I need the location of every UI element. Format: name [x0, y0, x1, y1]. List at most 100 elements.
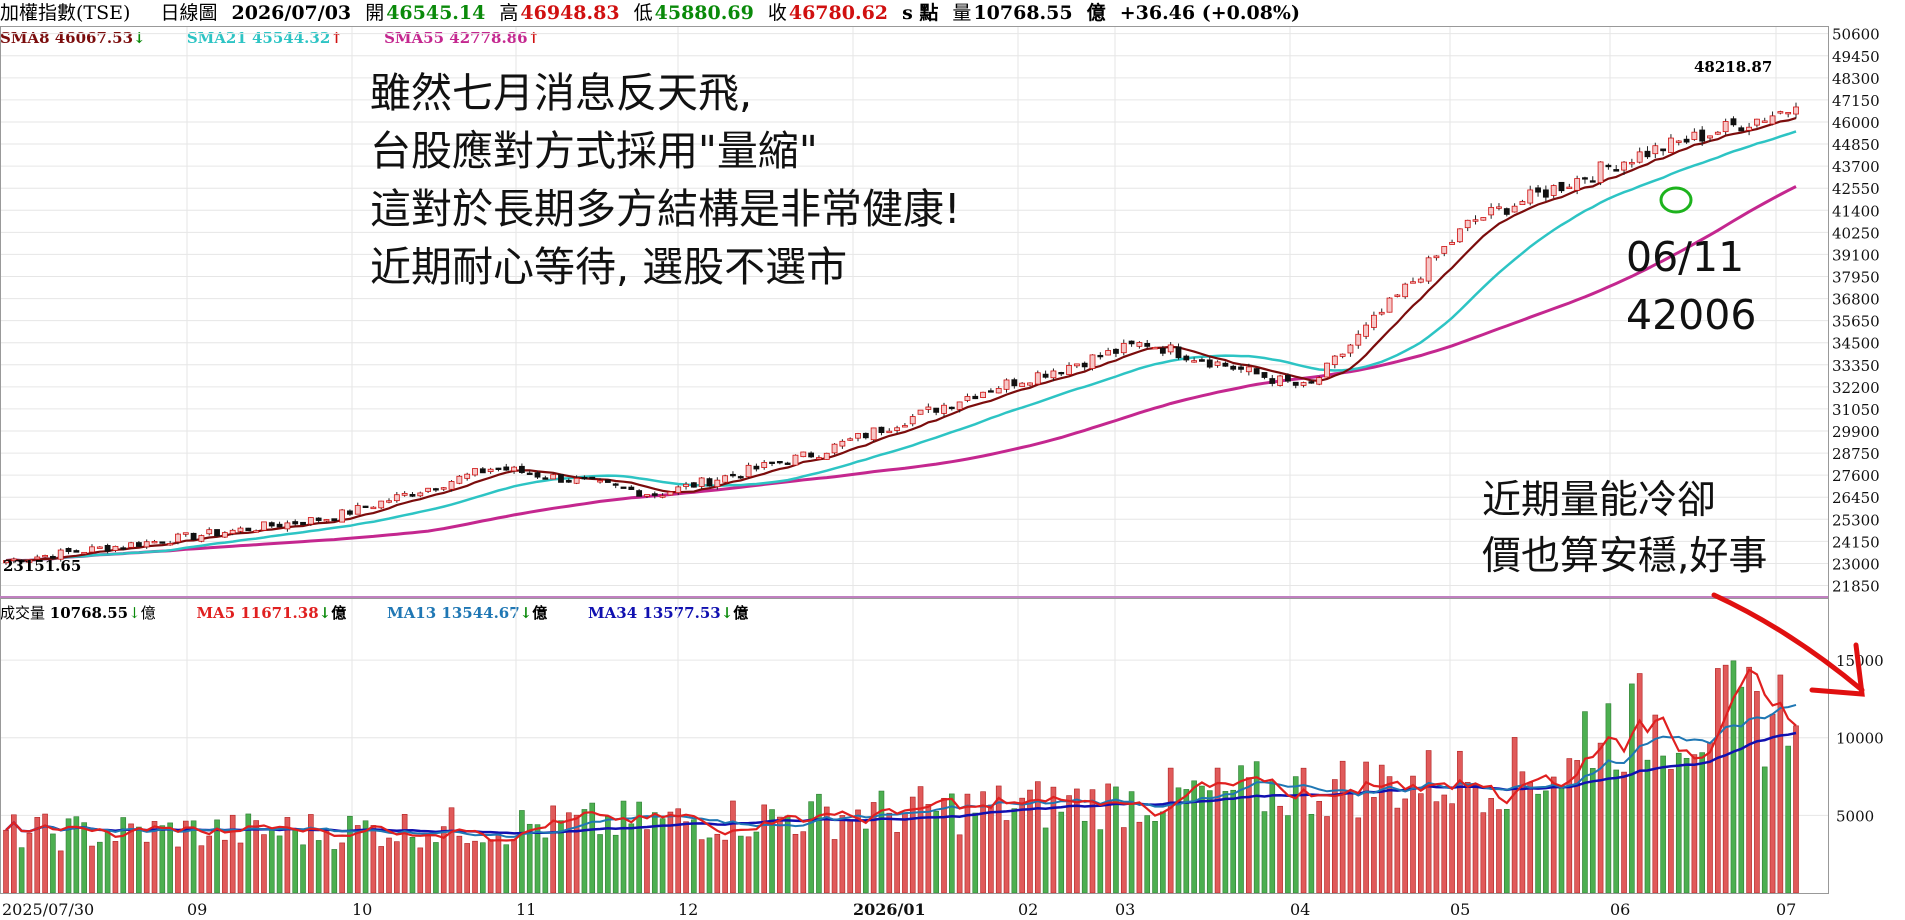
candle-body [1793, 106, 1799, 115]
volume-bar [1034, 781, 1041, 894]
candle-body [1746, 126, 1753, 131]
candle-body [1277, 375, 1284, 386]
volume-bar [1480, 812, 1487, 894]
volume-bar [941, 797, 947, 894]
price-tick-label: 47150 [1832, 92, 1880, 110]
price-tick-label: 23000 [1832, 555, 1880, 573]
volume-bar [292, 830, 299, 894]
candle-body [354, 505, 361, 515]
volume-bars [3, 660, 1799, 894]
candle-body [941, 404, 947, 414]
volume-bar [1636, 673, 1643, 894]
candle-body [1605, 164, 1612, 168]
candle-body [433, 488, 439, 491]
volume-label: 量 [952, 2, 972, 24]
volume-bar [1214, 767, 1221, 894]
volume-bar [886, 812, 893, 894]
change-value: +36.46 (+0.08%) [1119, 2, 1300, 24]
volume-bar [409, 837, 416, 894]
candle-body [1628, 162, 1635, 165]
candle-body [675, 486, 682, 494]
candle-body [1214, 361, 1221, 366]
candle-body [425, 487, 431, 492]
price-tick-label: 26450 [1832, 489, 1880, 507]
volume-bar [581, 809, 588, 894]
period-label: 日線圖 [160, 2, 218, 24]
price-tick-label: 24150 [1832, 533, 1880, 551]
candle-body [1636, 151, 1643, 163]
candle-body [464, 473, 471, 479]
candle-body [245, 527, 252, 532]
candle-body [175, 533, 181, 543]
candle-body [909, 416, 916, 425]
trend-arrow-shaft [1711, 592, 1865, 693]
candle-body [1722, 121, 1729, 133]
open-label: 開 [365, 2, 385, 24]
unit-label: s 點 [902, 2, 939, 24]
volume-bar [745, 836, 752, 894]
volume-ma-legend: 成交量 10768.55↓億 MA5 11671.38↓億 MA13 13544… [0, 602, 784, 623]
volume-bar [542, 837, 549, 894]
candle-body [1730, 118, 1737, 126]
volume-bar [1355, 817, 1362, 894]
volume-ma5-line [5, 668, 1797, 842]
volume-bar [378, 846, 384, 894]
open-value: 46545.14 [386, 2, 486, 24]
volume-bar [1675, 752, 1682, 894]
candle-body [1073, 363, 1080, 367]
volume-bar [659, 818, 666, 894]
volume-bar [1206, 790, 1213, 894]
annotation-line-4: 近期耐心等待, 選股不選市 [370, 243, 848, 291]
candle-body [628, 486, 635, 490]
candle-body [495, 467, 502, 470]
volume-bar [487, 839, 494, 894]
volume-bar [1785, 745, 1791, 894]
volume-bar [136, 826, 142, 894]
candle-body [1714, 131, 1721, 135]
volume-bar [737, 835, 744, 894]
candle-body [706, 478, 713, 487]
volume-bar [1316, 800, 1322, 894]
month-tick-label: 09 [187, 900, 207, 919]
close-value: 46780.62 [788, 2, 889, 24]
price-tick-label: 29900 [1832, 423, 1880, 441]
candle-body [1496, 206, 1502, 209]
candle-body [1097, 354, 1104, 358]
candle-body [378, 500, 385, 509]
volume-bar [511, 838, 517, 894]
candle-body [1621, 161, 1627, 171]
candle-body [917, 409, 924, 415]
candle-body [1785, 112, 1792, 115]
volume-bar [894, 832, 900, 894]
candle-body [456, 475, 463, 484]
candle-body [3, 560, 9, 564]
price-tick-label: 32200 [1832, 379, 1880, 397]
candle-body [1456, 228, 1463, 243]
price-tick-label: 50600 [1832, 26, 1880, 44]
annotation-line-3: 這對於長期多方結構是非常健康! [370, 185, 961, 233]
price-tick-label: 39100 [1832, 246, 1880, 264]
volume-bar [784, 815, 791, 894]
candle-body [331, 518, 338, 522]
low-value: 45880.69 [654, 2, 754, 24]
volume-bar [1574, 760, 1580, 894]
volume-bar [1152, 820, 1158, 894]
candle-body [1668, 137, 1674, 153]
candle-body [1691, 131, 1698, 140]
volume-value: 10768.55 [973, 2, 1073, 24]
candle-body [565, 479, 572, 483]
volume-bar [339, 842, 345, 894]
candle-body [1324, 362, 1330, 378]
volume-bar [425, 834, 431, 894]
high-label: 高 [499, 2, 519, 24]
candle-body [362, 505, 369, 509]
candle-body [268, 522, 275, 527]
volume-bar [1402, 798, 1408, 894]
candle-body [776, 461, 783, 464]
candle-body [1081, 362, 1088, 368]
volume-bar [651, 812, 658, 894]
volume-bar [902, 813, 908, 894]
high-price-label: 48218.87 [1694, 58, 1773, 76]
candle-body [479, 468, 486, 474]
